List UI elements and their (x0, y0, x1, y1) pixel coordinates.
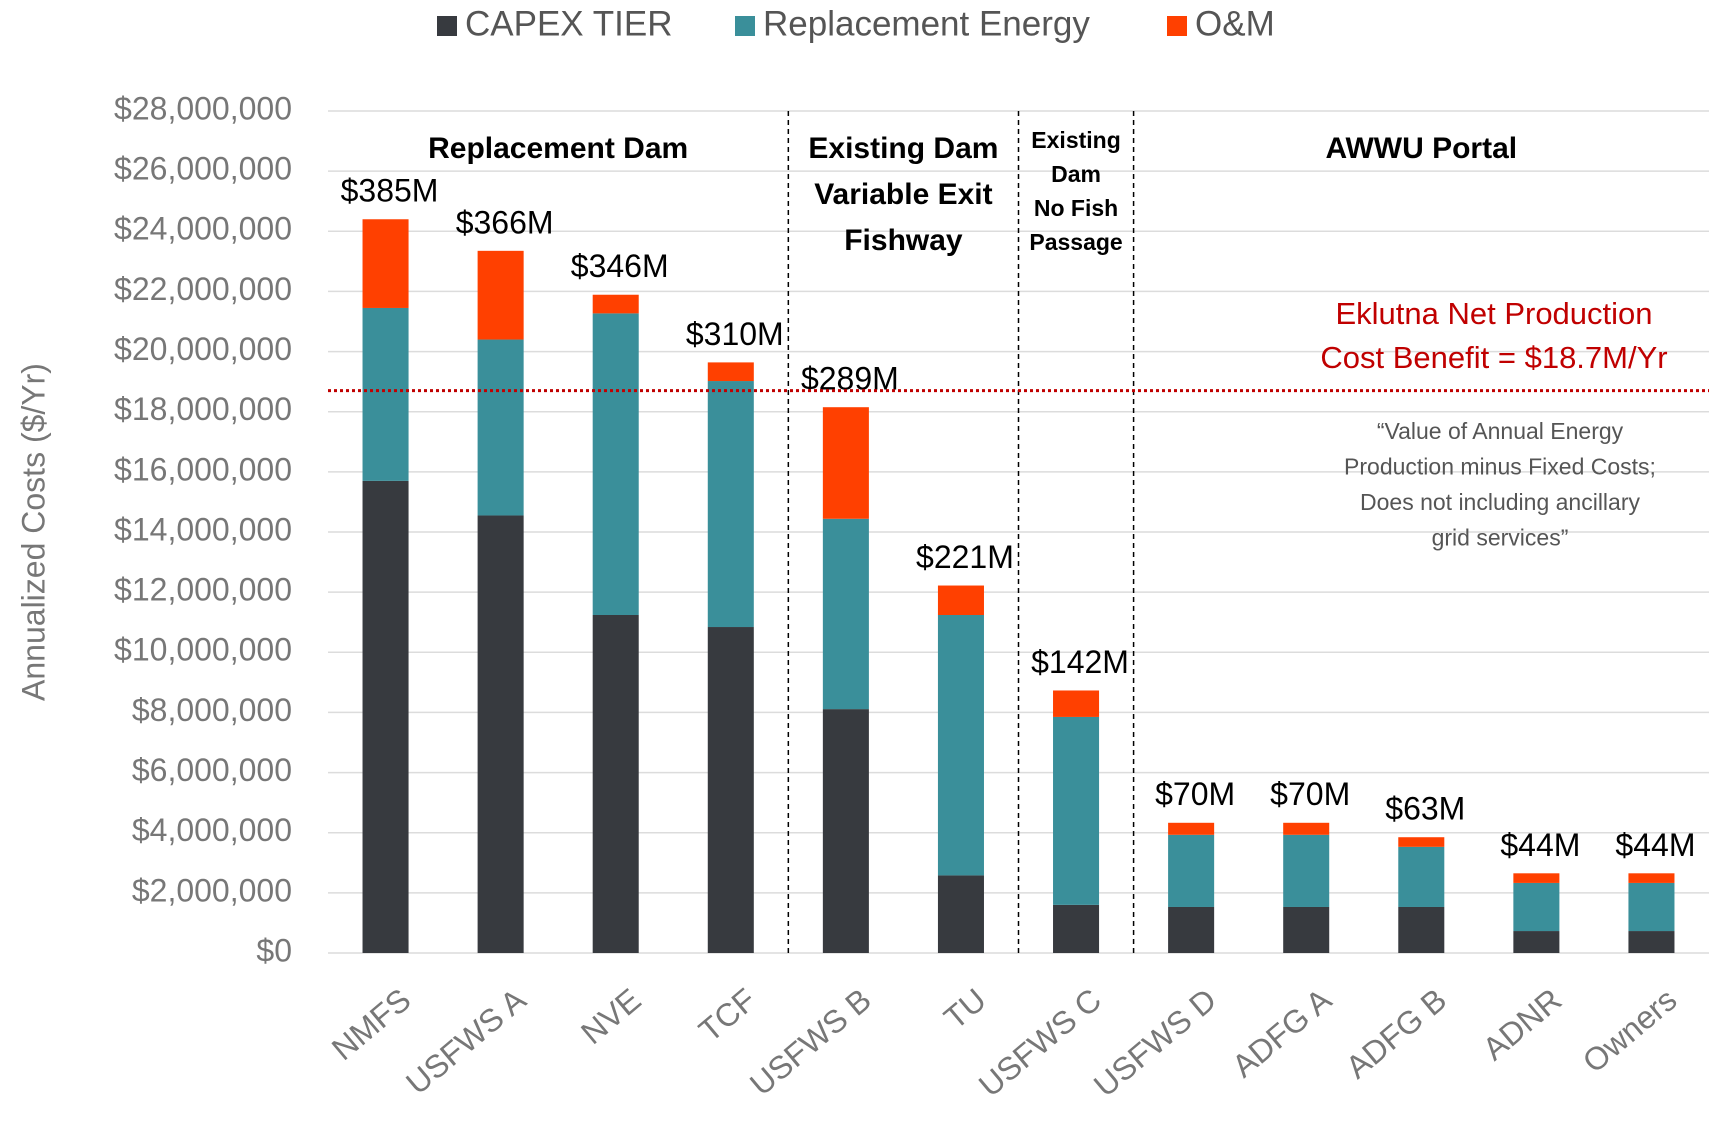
x-tick-label: NVE (574, 981, 648, 1051)
y-tick-label: $8,000,000 (132, 692, 292, 728)
x-tick-label: USFWS A (399, 981, 533, 1102)
bar-segment (707, 627, 754, 953)
group-label: AWWU Portal (1325, 132, 1517, 165)
bar-segment (1053, 690, 1100, 717)
y-tick-label: $16,000,000 (114, 451, 292, 487)
group-label: Variable Exit (814, 178, 992, 211)
bar-segment (1283, 834, 1330, 907)
bar-segment (592, 614, 639, 953)
bar-label: $221M (916, 539, 1014, 575)
bar-segment (1628, 882, 1675, 932)
bar-segment (362, 480, 409, 953)
legend-label: O&M (1195, 4, 1275, 43)
y-tick-label: $6,000,000 (132, 752, 292, 788)
x-tick-label: TU (937, 981, 993, 1036)
bar-segment (477, 339, 524, 516)
x-tick-label: USFWS B (743, 981, 878, 1102)
bar-segment (1398, 846, 1445, 907)
bar-segment (592, 313, 639, 615)
bar-label: $70M (1155, 776, 1235, 812)
bar-segment (822, 709, 869, 953)
x-tick-label: USFWS D (1087, 981, 1223, 1103)
y-tick-label: $4,000,000 (132, 812, 292, 848)
y-tick-label: $0 (256, 932, 292, 968)
x-tick-label: USFWS C (972, 981, 1108, 1103)
y-tick-label: $20,000,000 (114, 331, 292, 367)
x-tick-label: TCF (692, 981, 763, 1049)
bar-segment (1398, 906, 1445, 953)
group-label: Passage (1029, 229, 1122, 255)
group-label: No Fish (1034, 195, 1118, 221)
bar-segment (1398, 837, 1445, 847)
bar-segment (1053, 904, 1100, 953)
bar-label: $366M (456, 204, 554, 240)
x-tick-label: ADFG B (1339, 981, 1453, 1085)
group-label: Replacement Dam (428, 132, 688, 165)
reference-note: “Value of Annual Energy (1377, 418, 1624, 444)
bar-segment (1513, 931, 1560, 953)
group-label: Dam (1051, 161, 1101, 187)
legend-label: CAPEX TIER (465, 4, 672, 43)
y-tick-label: $12,000,000 (114, 572, 292, 608)
bar-segment (1283, 906, 1330, 953)
y-tick-label: $24,000,000 (114, 211, 292, 247)
reference-label: Eklutna Net Production (1335, 296, 1652, 331)
bar-segment (1053, 716, 1100, 905)
bar-segment (477, 515, 524, 953)
y-tick-label: $10,000,000 (114, 632, 292, 668)
legend-swatch (437, 16, 457, 36)
bar-segment (937, 875, 984, 953)
legend-swatch (1167, 16, 1187, 36)
legend-label: Replacement Energy (763, 4, 1090, 43)
bar-segment (707, 362, 754, 382)
y-tick-label: $18,000,000 (114, 391, 292, 427)
group-label: Existing (1031, 127, 1120, 153)
reference-note: grid services” (1432, 525, 1569, 551)
y-tick-label: $28,000,000 (114, 90, 292, 126)
bar-segment (1168, 906, 1215, 953)
bar-segment (822, 407, 869, 519)
bar-segment (937, 585, 984, 615)
bar-segment (592, 294, 639, 314)
bar-label: $385M (341, 173, 439, 209)
bar-label: $70M (1270, 776, 1350, 812)
x-tick-label: Owners (1576, 981, 1684, 1079)
reference-note: Does not including ancillary (1360, 489, 1640, 515)
reference-label: Cost Benefit = $18.7M/Yr (1320, 340, 1667, 375)
group-label: Fishway (844, 224, 963, 257)
bar-segment (1628, 931, 1675, 953)
x-tick-label: ADFG A (1225, 981, 1339, 1084)
bar-segment (822, 518, 869, 710)
bar-label: $63M (1385, 791, 1465, 827)
bar-segment (1628, 873, 1675, 883)
bar-label: $310M (686, 316, 784, 352)
x-tick-label: NMFS (325, 981, 418, 1067)
bar-label: $346M (571, 248, 669, 284)
y-axis-title: Annualized Costs ($/Yr) (15, 363, 51, 701)
y-tick-label: $14,000,000 (114, 511, 292, 547)
x-tick-label: ADNR (1476, 981, 1569, 1067)
legend-swatch (735, 16, 755, 36)
y-tick-label: $22,000,000 (114, 271, 292, 307)
bar-segment (707, 381, 754, 628)
bar-segment (1513, 882, 1560, 932)
bar-label: $44M (1615, 827, 1695, 863)
bar-segment (1168, 834, 1215, 907)
reference-note: Production minus Fixed Costs; (1344, 454, 1656, 480)
bar-segment (1513, 873, 1560, 883)
group-label: Existing Dam (808, 132, 998, 165)
bar-segment (1168, 822, 1215, 835)
y-tick-label: $26,000,000 (114, 151, 292, 187)
bar-segment (362, 307, 409, 481)
bar-label: $142M (1031, 644, 1129, 680)
bar-segment (1283, 822, 1330, 835)
bar-segment (937, 614, 984, 876)
bar-segment (477, 250, 524, 340)
y-tick-label: $2,000,000 (132, 872, 292, 908)
bar-segment (362, 219, 409, 308)
bar-label: $44M (1500, 827, 1580, 863)
